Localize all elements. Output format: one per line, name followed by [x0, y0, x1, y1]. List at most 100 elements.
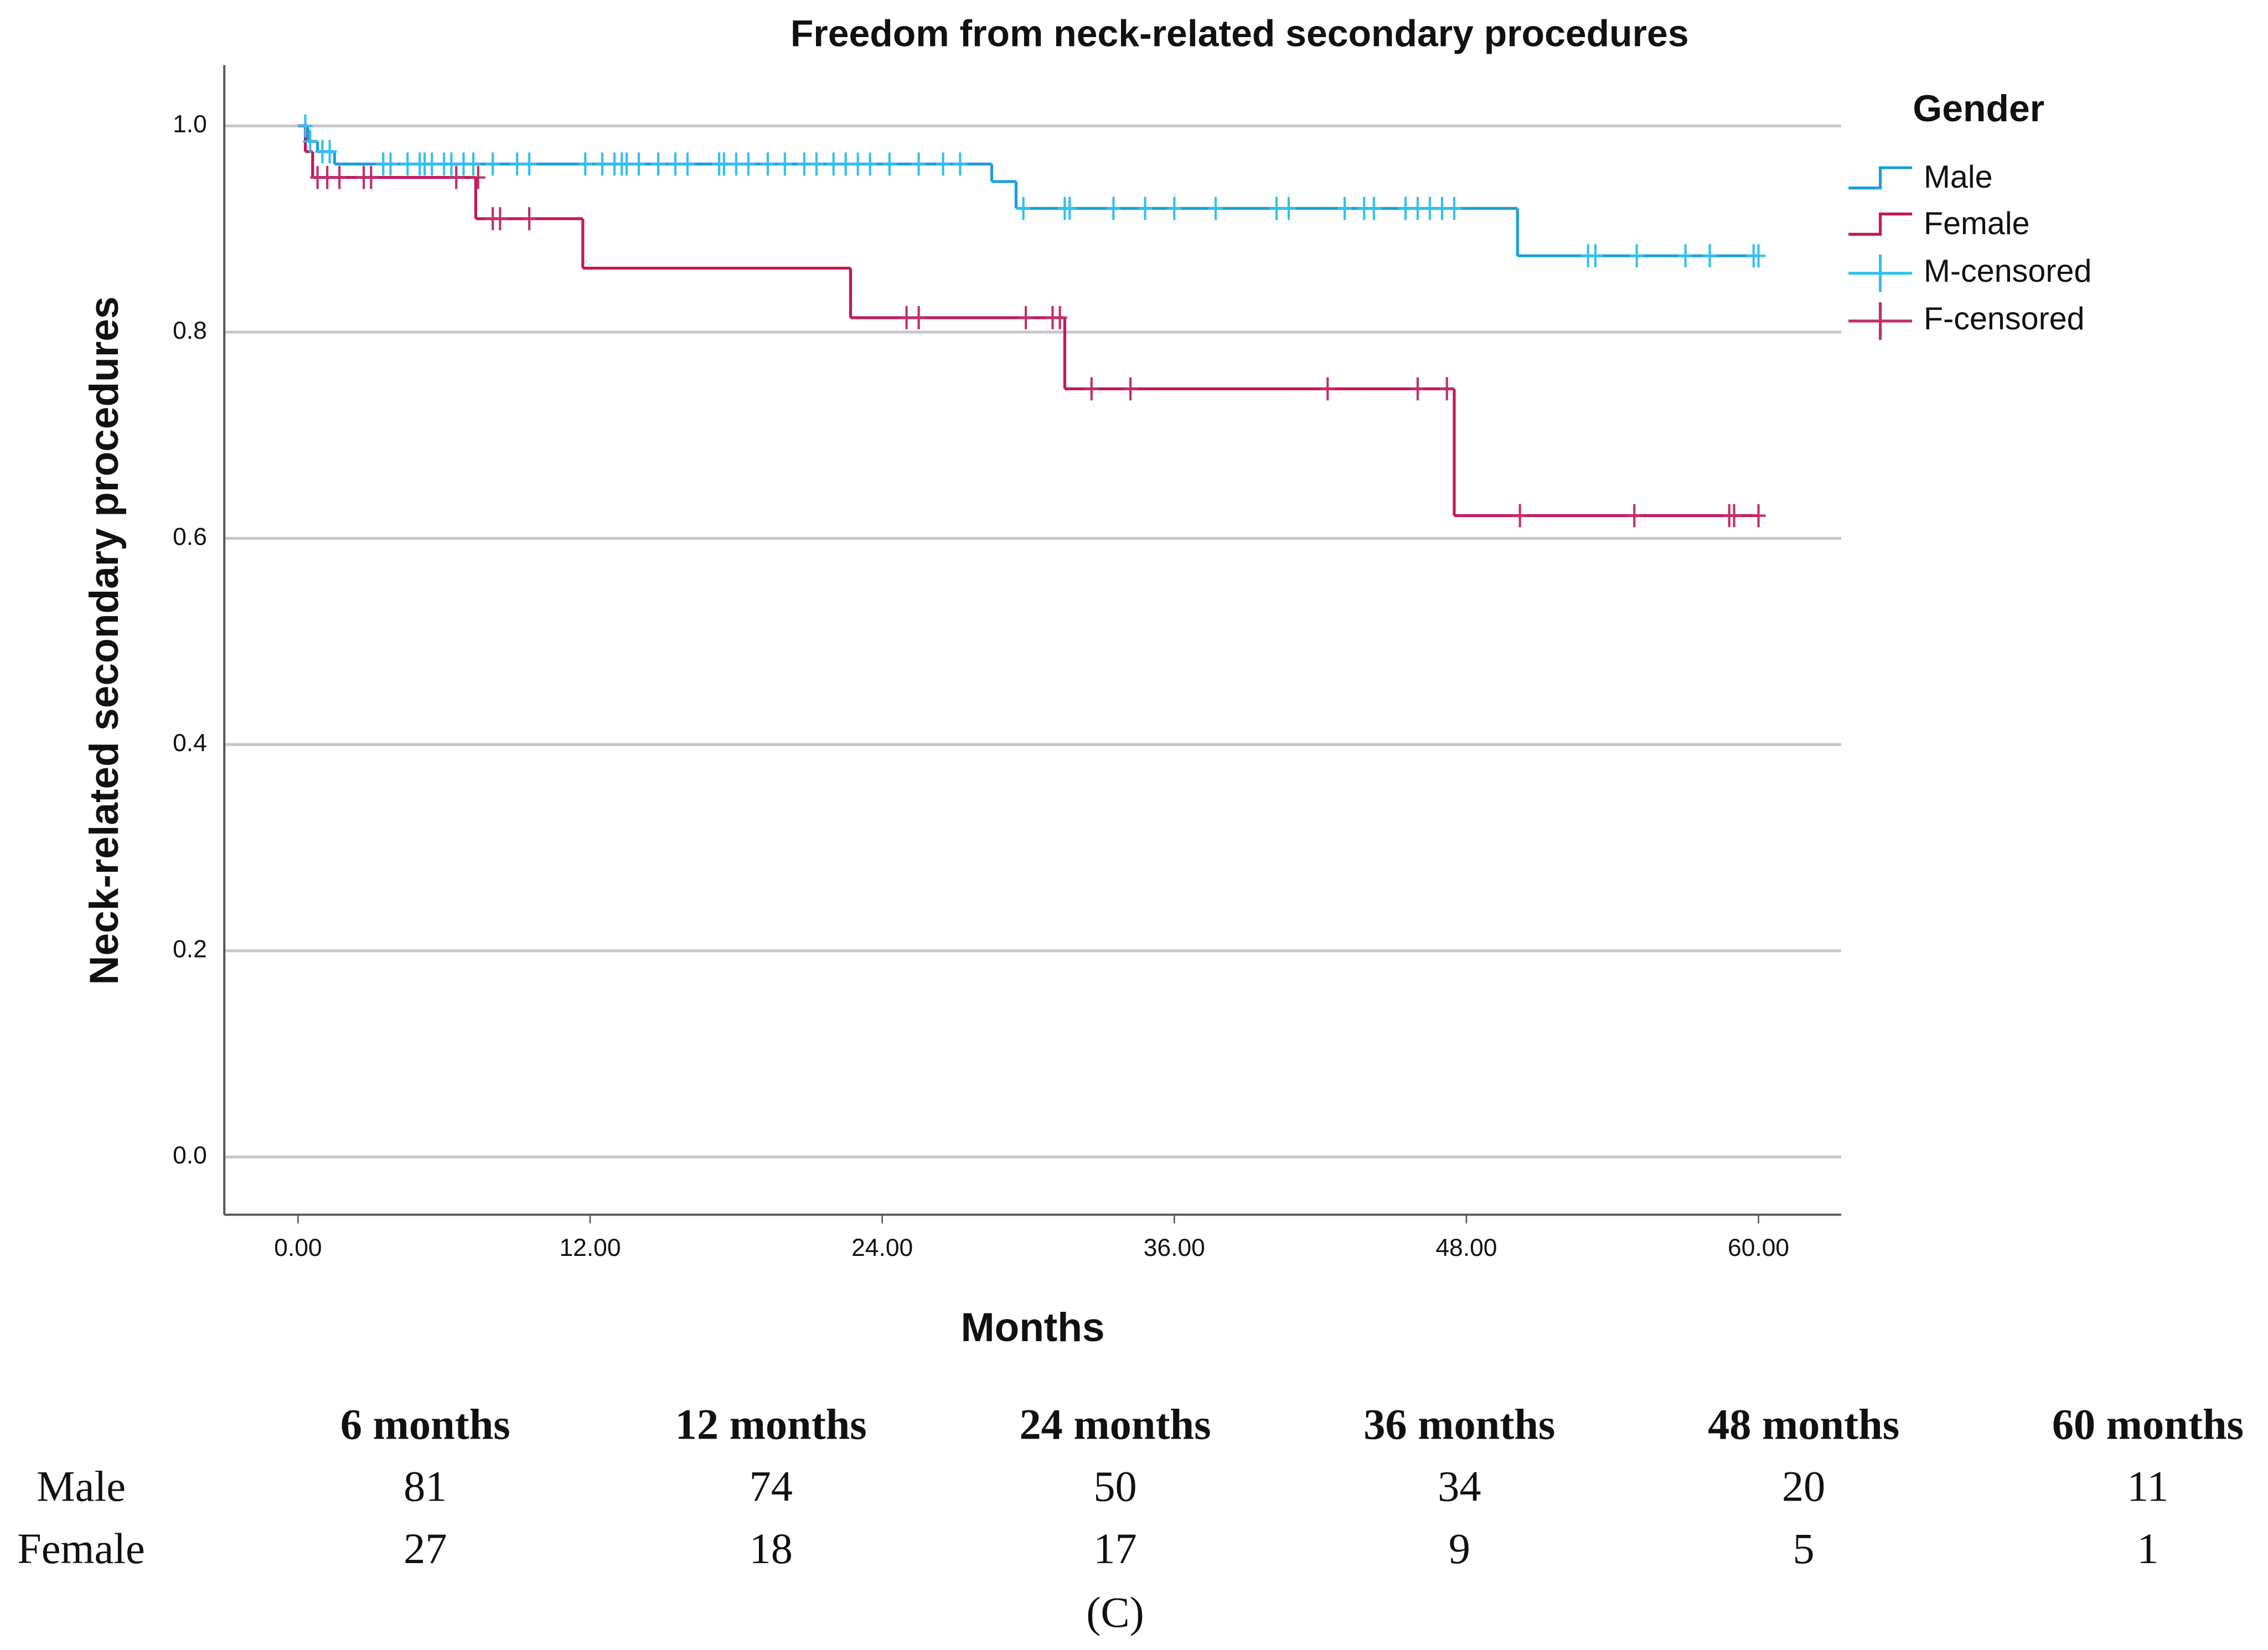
censor-mark	[1422, 196, 1438, 220]
censor-mark	[760, 152, 776, 176]
censor-mark	[1446, 196, 1462, 220]
y-axis-label: Neck-related secondary procedures	[81, 296, 127, 985]
censor-mark	[1410, 196, 1425, 220]
y-tick-label: 0.4	[173, 730, 207, 757]
censor-mark	[777, 152, 792, 176]
legend-label: Male	[1924, 159, 1993, 195]
table-cell: 27	[404, 1524, 447, 1573]
censor-mark	[826, 152, 841, 176]
censor-mark	[400, 152, 415, 176]
x-tick-label: 60.00	[1728, 1234, 1789, 1261]
censor-mark	[510, 152, 525, 176]
table-header: 24 months	[1019, 1400, 1211, 1448]
censor-mark	[449, 165, 464, 189]
censor-mark	[838, 152, 853, 176]
censor-mark	[862, 152, 877, 176]
censor-mark	[1751, 244, 1766, 268]
table-cell: 74	[750, 1462, 793, 1511]
table-cell: 11	[2127, 1462, 2168, 1511]
caption: (C)	[1086, 1588, 1144, 1636]
table-cell: 17	[1093, 1524, 1136, 1573]
censor-mark	[716, 152, 731, 176]
censor-mark	[680, 152, 695, 176]
x-axis-label: Months	[961, 1305, 1105, 1350]
censor-mark	[911, 306, 926, 329]
censor-mark	[364, 165, 379, 189]
legend-label: M-censored	[1924, 254, 2091, 289]
y-tick-label: 0.6	[173, 523, 207, 550]
censor-mark	[619, 152, 634, 176]
censor-mark	[1629, 244, 1644, 268]
censor-mark	[1398, 196, 1413, 220]
censor-mark	[322, 140, 337, 163]
censor-mark	[1167, 196, 1182, 220]
censor-mark	[522, 152, 537, 176]
censor-mark	[1019, 306, 1034, 329]
censor-mark	[1727, 504, 1742, 527]
censor-mark	[444, 152, 459, 176]
table-cell: 20	[1782, 1462, 1825, 1511]
x-tick-label: 48.00	[1435, 1234, 1497, 1261]
censor-mark	[320, 165, 335, 189]
table-header: 48 months	[1708, 1400, 1899, 1448]
legend-label: F-censored	[1924, 301, 2085, 337]
censor-mark	[1627, 504, 1642, 527]
censor-mark	[1366, 196, 1381, 220]
censor-mark	[797, 152, 812, 176]
censor-mark	[298, 114, 313, 138]
legend-symbol	[1848, 302, 1913, 340]
censor-mark	[651, 152, 666, 176]
censor-mark	[471, 165, 485, 189]
censor-mark	[1106, 196, 1121, 220]
censor-mark	[1016, 196, 1031, 220]
censor-mark	[1337, 196, 1352, 220]
legend-label: Female	[1924, 206, 2030, 241]
table-header: 6 months	[340, 1400, 510, 1448]
censor-mark	[850, 152, 865, 176]
table-header: 60 months	[2052, 1400, 2244, 1448]
table-cell: 9	[1449, 1524, 1470, 1573]
censor-mark	[1678, 244, 1693, 268]
censor-mark	[953, 152, 968, 176]
censor-mark	[1410, 377, 1425, 401]
table-cell: 18	[750, 1524, 793, 1573]
y-tick-label: 0.2	[173, 935, 207, 963]
y-tick-label: 0.8	[173, 317, 207, 344]
legend-symbol	[1848, 166, 1913, 190]
table-cell: 50	[1093, 1462, 1136, 1511]
censor-mark	[493, 207, 508, 231]
censor-mark	[595, 152, 610, 176]
censor-mark	[729, 152, 743, 176]
censor-mark	[911, 152, 926, 176]
censor-mark	[1512, 504, 1527, 527]
table-cell: 34	[1438, 1462, 1481, 1511]
censor-mark	[936, 152, 950, 176]
censor-mark	[1062, 196, 1077, 220]
censor-mark	[1320, 377, 1335, 401]
censor-mark	[332, 165, 347, 189]
x-tick-label: 0.00	[274, 1234, 322, 1261]
censor-mark	[1208, 196, 1223, 220]
censor-mark	[1588, 244, 1603, 268]
censor-mark	[899, 306, 914, 329]
censor-mark	[741, 152, 756, 176]
censor-mark	[1434, 196, 1450, 220]
censor-mark	[668, 152, 683, 176]
censor-mark	[1702, 244, 1717, 268]
table-header: 12 months	[675, 1400, 867, 1448]
censor-mark	[1439, 377, 1454, 401]
censor-mark	[485, 152, 500, 176]
y-tick-label: 1.0	[173, 111, 207, 138]
y-tick-label: 0.0	[173, 1142, 207, 1169]
table-header: 36 months	[1363, 1400, 1555, 1448]
censor-mark	[466, 152, 481, 176]
censor-mark	[1138, 196, 1153, 220]
chart-title: Freedom from neck-related secondary proc…	[791, 13, 1689, 54]
censor-mark	[1052, 306, 1067, 329]
censor-mark	[882, 152, 897, 176]
censor-mark	[1084, 377, 1099, 401]
censor-mark	[578, 152, 593, 176]
table-cell: 1	[2137, 1524, 2158, 1573]
censor-mark	[425, 152, 440, 176]
